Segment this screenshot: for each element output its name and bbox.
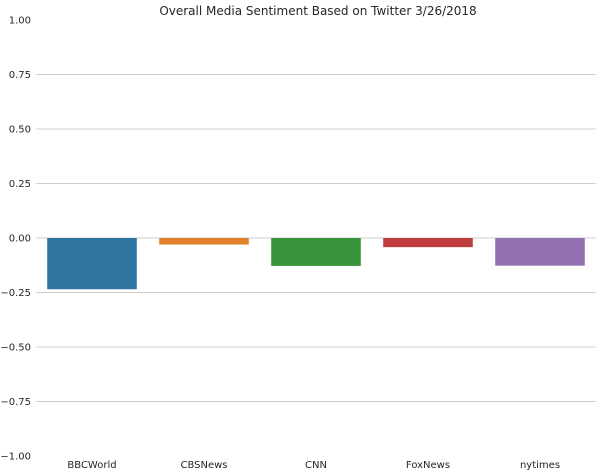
x-tick-label: nytimes: [520, 460, 560, 471]
x-tick-label: CNN: [305, 460, 327, 471]
y-tick-label: 0.50: [9, 125, 31, 136]
bars: [47, 238, 585, 290]
y-tick-label: −0.50: [0, 343, 31, 354]
y-tick-label: −1.00: [0, 452, 31, 463]
y-tick-label: 1.00: [9, 16, 31, 27]
x-tick-label: FoxNews: [406, 460, 450, 471]
bar-cnn: [271, 238, 361, 266]
plot-area-frame: [35, 19, 597, 457]
y-tick-label: −0.75: [0, 397, 31, 408]
bar-nytimes: [495, 238, 585, 266]
x-axis-tick-labels: BBCWorld CBSNews CNN FoxNews nytimes: [67, 460, 560, 471]
bar-bbcworld: [47, 238, 137, 290]
x-tick-label: CBSNews: [180, 460, 227, 471]
bar-foxnews: [383, 238, 473, 248]
y-tick-label: −0.25: [0, 288, 31, 299]
y-tick-label: 0.00: [9, 234, 31, 245]
x-tick-label: BBCWorld: [67, 460, 116, 471]
y-axis-tick-labels: −1.00 −0.75 −0.50 −0.25 0.00 0.25 0.50 0.75 1.00: [0, 16, 31, 463]
bar-cbsnews: [159, 238, 249, 245]
y-tick-label: 0.25: [9, 179, 31, 190]
chart-title: Overall Media Sentiment Based on Twitter…: [159, 4, 476, 18]
y-tick-label: 0.75: [9, 70, 31, 81]
